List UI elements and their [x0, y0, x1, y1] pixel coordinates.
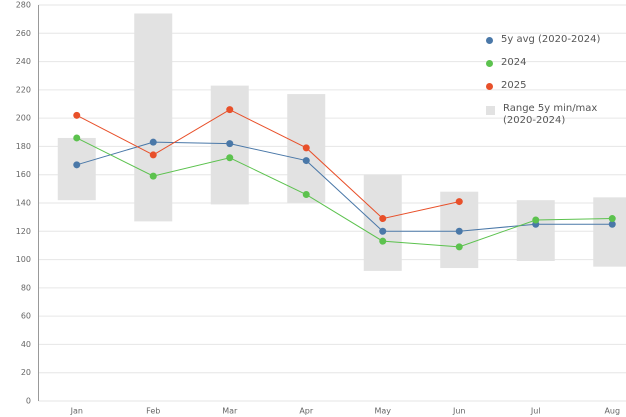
- y-tick-label: 100: [16, 255, 31, 264]
- range-bar: [57, 137, 96, 201]
- legend-swatch: [486, 83, 493, 90]
- data-point: [149, 172, 157, 180]
- y-tick-label: 220: [16, 85, 31, 94]
- legend-label: 2024: [501, 57, 527, 68]
- y-tick-label: 260: [16, 29, 31, 38]
- legend-swatch: [486, 37, 493, 44]
- data-point: [302, 157, 310, 165]
- range-bar: [593, 197, 626, 267]
- legend-item: Range 5y min/max (2020-2024): [486, 103, 606, 127]
- data-point: [379, 215, 387, 223]
- legend-swatch: [486, 60, 493, 67]
- legend-item: 2025: [486, 80, 606, 92]
- x-tick-label: Apr: [299, 407, 314, 416]
- data-point: [73, 111, 81, 119]
- y-tick-label: 40: [21, 340, 31, 349]
- y-tick-label: 240: [16, 57, 31, 66]
- data-point: [455, 243, 463, 251]
- data-point: [379, 237, 387, 245]
- x-tick-label: Jan: [70, 407, 83, 416]
- data-point: [608, 215, 616, 223]
- y-tick-label: 0: [26, 397, 31, 406]
- data-point: [302, 191, 310, 199]
- data-point: [149, 138, 157, 146]
- series-line: [76, 141, 613, 232]
- y-tick-label: 120: [16, 227, 31, 236]
- legend-item: 5y avg (2020-2024): [486, 34, 606, 46]
- legend-label: 2025: [501, 80, 527, 91]
- x-tick-label: Jun: [452, 407, 466, 416]
- legend-swatch: [486, 106, 495, 115]
- data-point: [226, 106, 234, 114]
- data-point: [608, 220, 616, 228]
- x-tick-label: May: [374, 407, 391, 416]
- x-tick-label: Feb: [146, 407, 160, 416]
- data-point: [226, 140, 234, 148]
- data-point: [73, 134, 81, 142]
- data-point: [73, 161, 81, 169]
- legend-label: 5y avg (2020-2024): [501, 34, 601, 45]
- range-bar: [134, 13, 173, 222]
- series-line: [76, 109, 460, 220]
- legend-label: Range 5y min/max (2020-2024): [503, 103, 598, 126]
- x-tick-label: Aug: [604, 407, 620, 416]
- data-point: [379, 227, 387, 235]
- data-point: [532, 216, 540, 224]
- y-tick-label: 80: [21, 283, 31, 292]
- data-point: [302, 144, 310, 152]
- x-tick-label: Jul: [530, 407, 541, 416]
- data-point: [149, 151, 157, 159]
- data-point: [455, 227, 463, 235]
- y-tick-label: 20: [21, 368, 31, 377]
- y-tick-label: 280: [16, 1, 31, 10]
- series-line: [76, 137, 613, 248]
- data-point: [226, 154, 234, 162]
- data-point: [455, 198, 463, 206]
- y-tick-label: 180: [16, 142, 31, 151]
- y-tick-label: 160: [16, 170, 31, 179]
- range-bar: [363, 174, 402, 271]
- legend-item: 2024: [486, 57, 606, 69]
- x-tick-label: Mar: [222, 407, 238, 416]
- range-bar: [516, 200, 555, 261]
- y-tick-label: 60: [21, 312, 31, 321]
- y-tick-label: 200: [16, 114, 31, 123]
- y-tick-label: 140: [16, 199, 31, 208]
- legend: 5y avg (2020-2024) 2024 2025 Range 5y min/m…: [486, 34, 606, 138]
